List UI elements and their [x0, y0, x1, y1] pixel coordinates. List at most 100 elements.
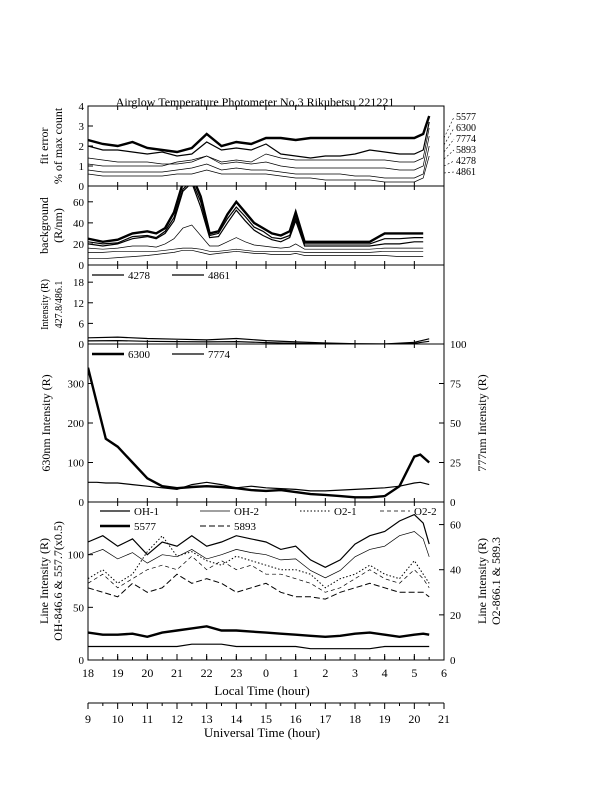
ut-tick-label: 11 — [142, 712, 154, 726]
y-tick-label: 40 — [73, 218, 85, 230]
series-line — [88, 625, 430, 639]
y-tick-label: 60 — [73, 197, 85, 209]
y2-tick-label: 25 — [450, 458, 462, 470]
legend-label: OH-1 — [134, 506, 159, 518]
local-time-axis-label: Local Time (hour) — [214, 683, 309, 698]
ut-tick-label: 19 — [379, 712, 391, 726]
local-time-ticks: 18 19 20 21 22 23 0 1 2 3 4 5 6 — [82, 654, 447, 680]
series-line — [88, 249, 424, 260]
y-tick-label: 0 — [79, 655, 85, 667]
right-legend-label: 5893 — [456, 145, 476, 156]
series-line — [88, 339, 430, 344]
local-tick-label: 23 — [230, 666, 242, 680]
y-tick-label: 2 — [79, 141, 85, 153]
y-axis-label: % of max count — [51, 107, 65, 184]
y2-tick-label: 50 — [450, 418, 462, 430]
series-line — [88, 367, 430, 499]
ut-tick-label: 20 — [408, 712, 420, 726]
y-tick-label: 0 — [79, 497, 85, 509]
series-line — [88, 531, 430, 579]
ut-tick-label: 10 — [112, 712, 124, 726]
y-tick-label: 18 — [73, 277, 85, 289]
y-tick-label: 0 — [79, 339, 85, 351]
panel-frame — [87, 343, 445, 503]
y-axis-label: 427.8/486.1 — [54, 281, 65, 329]
series-line — [88, 535, 430, 589]
series-line — [88, 115, 431, 154]
local-tick-label: 0 — [263, 666, 269, 680]
y2-tick-label: 20 — [450, 610, 462, 622]
y2-axis-label: O2-866.1 & 589.3 — [489, 537, 503, 625]
series-line — [88, 224, 424, 250]
panel-blue-lines: 0 6 12 18 Intensity (R) 427.8/486.1 4278 4861 — [40, 264, 445, 351]
series-line — [88, 186, 424, 244]
y-axis-label: Intensity (R) — [40, 279, 51, 330]
right-legend-leader — [443, 138, 455, 153]
local-tick-label: 20 — [141, 666, 153, 680]
y-axis-label: (R/nm) — [51, 208, 65, 243]
right-legend-label: 6300 — [456, 123, 476, 134]
local-tick-label: 6 — [441, 666, 447, 680]
ut-tick-label: 14 — [230, 712, 242, 726]
y-tick-label: 4 — [79, 101, 85, 113]
right-legend-label: 5577 — [456, 112, 476, 123]
y-axis-label: fit error — [37, 128, 51, 165]
figure-title: Airglow Temperature Photometer No.3 Riku… — [116, 95, 395, 109]
series-line — [88, 135, 430, 171]
y2-tick-label: 75 — [450, 379, 462, 391]
local-tick-label: 1 — [293, 666, 299, 680]
y2-axis-label: Line Intensity (R) — [475, 538, 489, 624]
right-legend-label: 4861 — [456, 167, 476, 178]
local-tick-label: 5 — [411, 666, 417, 680]
panel-630-777: 0 100 200 300 0 25 50 75 100 630nm Intensity (R) 7… — [39, 339, 489, 509]
y2-tick-label: 0 — [450, 497, 456, 509]
ut-tick-label: 21 — [438, 712, 450, 726]
y-tick-label: 6 — [79, 318, 85, 330]
ut-tick-label: 18 — [349, 712, 361, 726]
y-axis-label: OH-846.6 & 557.7(x0.5) — [51, 521, 65, 641]
ut-tick-label: 15 — [260, 712, 272, 726]
legend-label: O2-2 — [414, 506, 437, 518]
y-tick-label: 3 — [79, 121, 85, 133]
series-line — [88, 513, 430, 568]
ut-axis-ticks: 9 10 11 12 13 14 15 16 17 18 19 20 21 — [85, 703, 450, 726]
local-tick-label: 3 — [352, 666, 358, 680]
series-line — [88, 186, 424, 245]
y-tick-label: 20 — [73, 239, 85, 251]
y-axis-label: 630nm Intensity (R) — [39, 374, 53, 471]
ut-axis-label: Universal Time (hour) — [204, 725, 320, 740]
series-line — [88, 247, 424, 253]
right-legend-leader — [443, 149, 455, 160]
y-tick-label: 100 — [68, 550, 85, 562]
series-line — [88, 186, 424, 247]
right-legend-leader — [443, 116, 455, 139]
series-line — [88, 555, 430, 593]
y-tick-label: 1 — [79, 161, 85, 173]
y2-axis-label: 777nm Intensity (R) — [475, 374, 489, 471]
right-legend-leader — [443, 160, 455, 167]
right-legend-leader — [443, 127, 455, 146]
local-tick-label: 19 — [112, 666, 124, 680]
series-line — [88, 573, 430, 600]
panel-background: 0 20 40 60 background (R/nm) — [37, 185, 445, 272]
y-tick-label: 12 — [73, 298, 84, 310]
legend-label: 7774 — [208, 349, 231, 361]
series-line — [88, 643, 430, 650]
ut-tick-label: 17 — [319, 712, 331, 726]
legend-label: 6300 — [128, 349, 151, 361]
y-tick-label: 200 — [68, 418, 85, 430]
ut-tick-label: 16 — [290, 712, 302, 726]
right-legend-label: 7774 — [456, 134, 476, 145]
y-axis-label: Line Intensity (R) — [37, 538, 51, 624]
panel-fit-error: 0 1 2 3 4 fit error% of max count — [37, 101, 445, 193]
legend-label: 4278 — [128, 270, 151, 282]
local-tick-label: 4 — [382, 666, 388, 680]
legend-label: 5577 — [134, 521, 157, 533]
ut-tick-label: 13 — [201, 712, 213, 726]
y2-tick-label: 0 — [450, 655, 456, 667]
y2-tick-label: 100 — [450, 339, 467, 351]
